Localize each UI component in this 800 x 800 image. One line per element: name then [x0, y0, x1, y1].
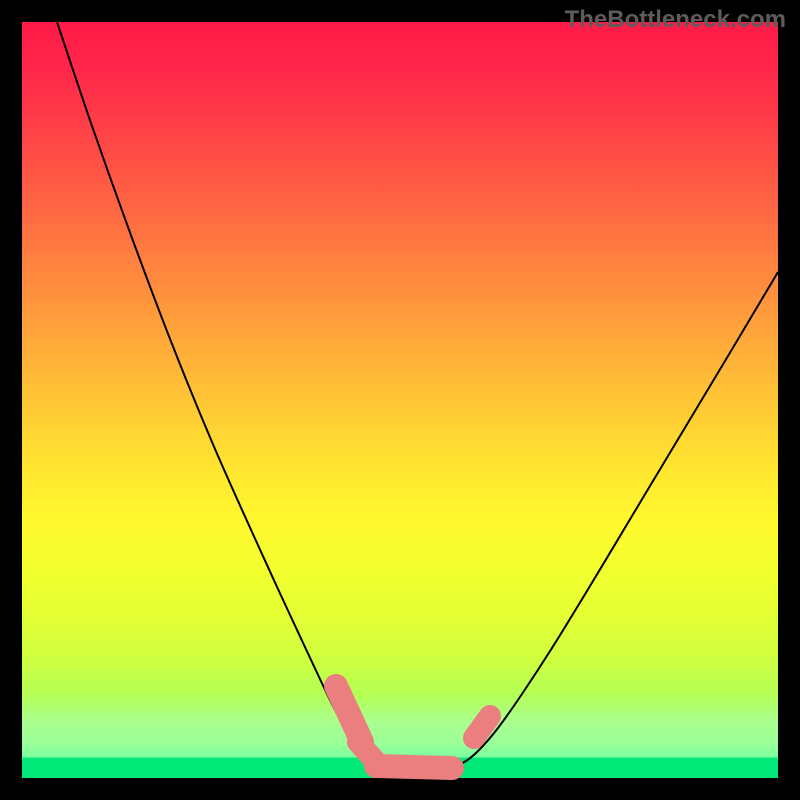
watermark-text: TheBottleneck.com [565, 6, 786, 34]
chart-svg [0, 0, 800, 800]
chart-background [22, 22, 778, 778]
overlay-blob [376, 766, 452, 768]
chart-frame: TheBottleneck.com [0, 0, 800, 800]
overlay-blob [474, 716, 490, 738]
